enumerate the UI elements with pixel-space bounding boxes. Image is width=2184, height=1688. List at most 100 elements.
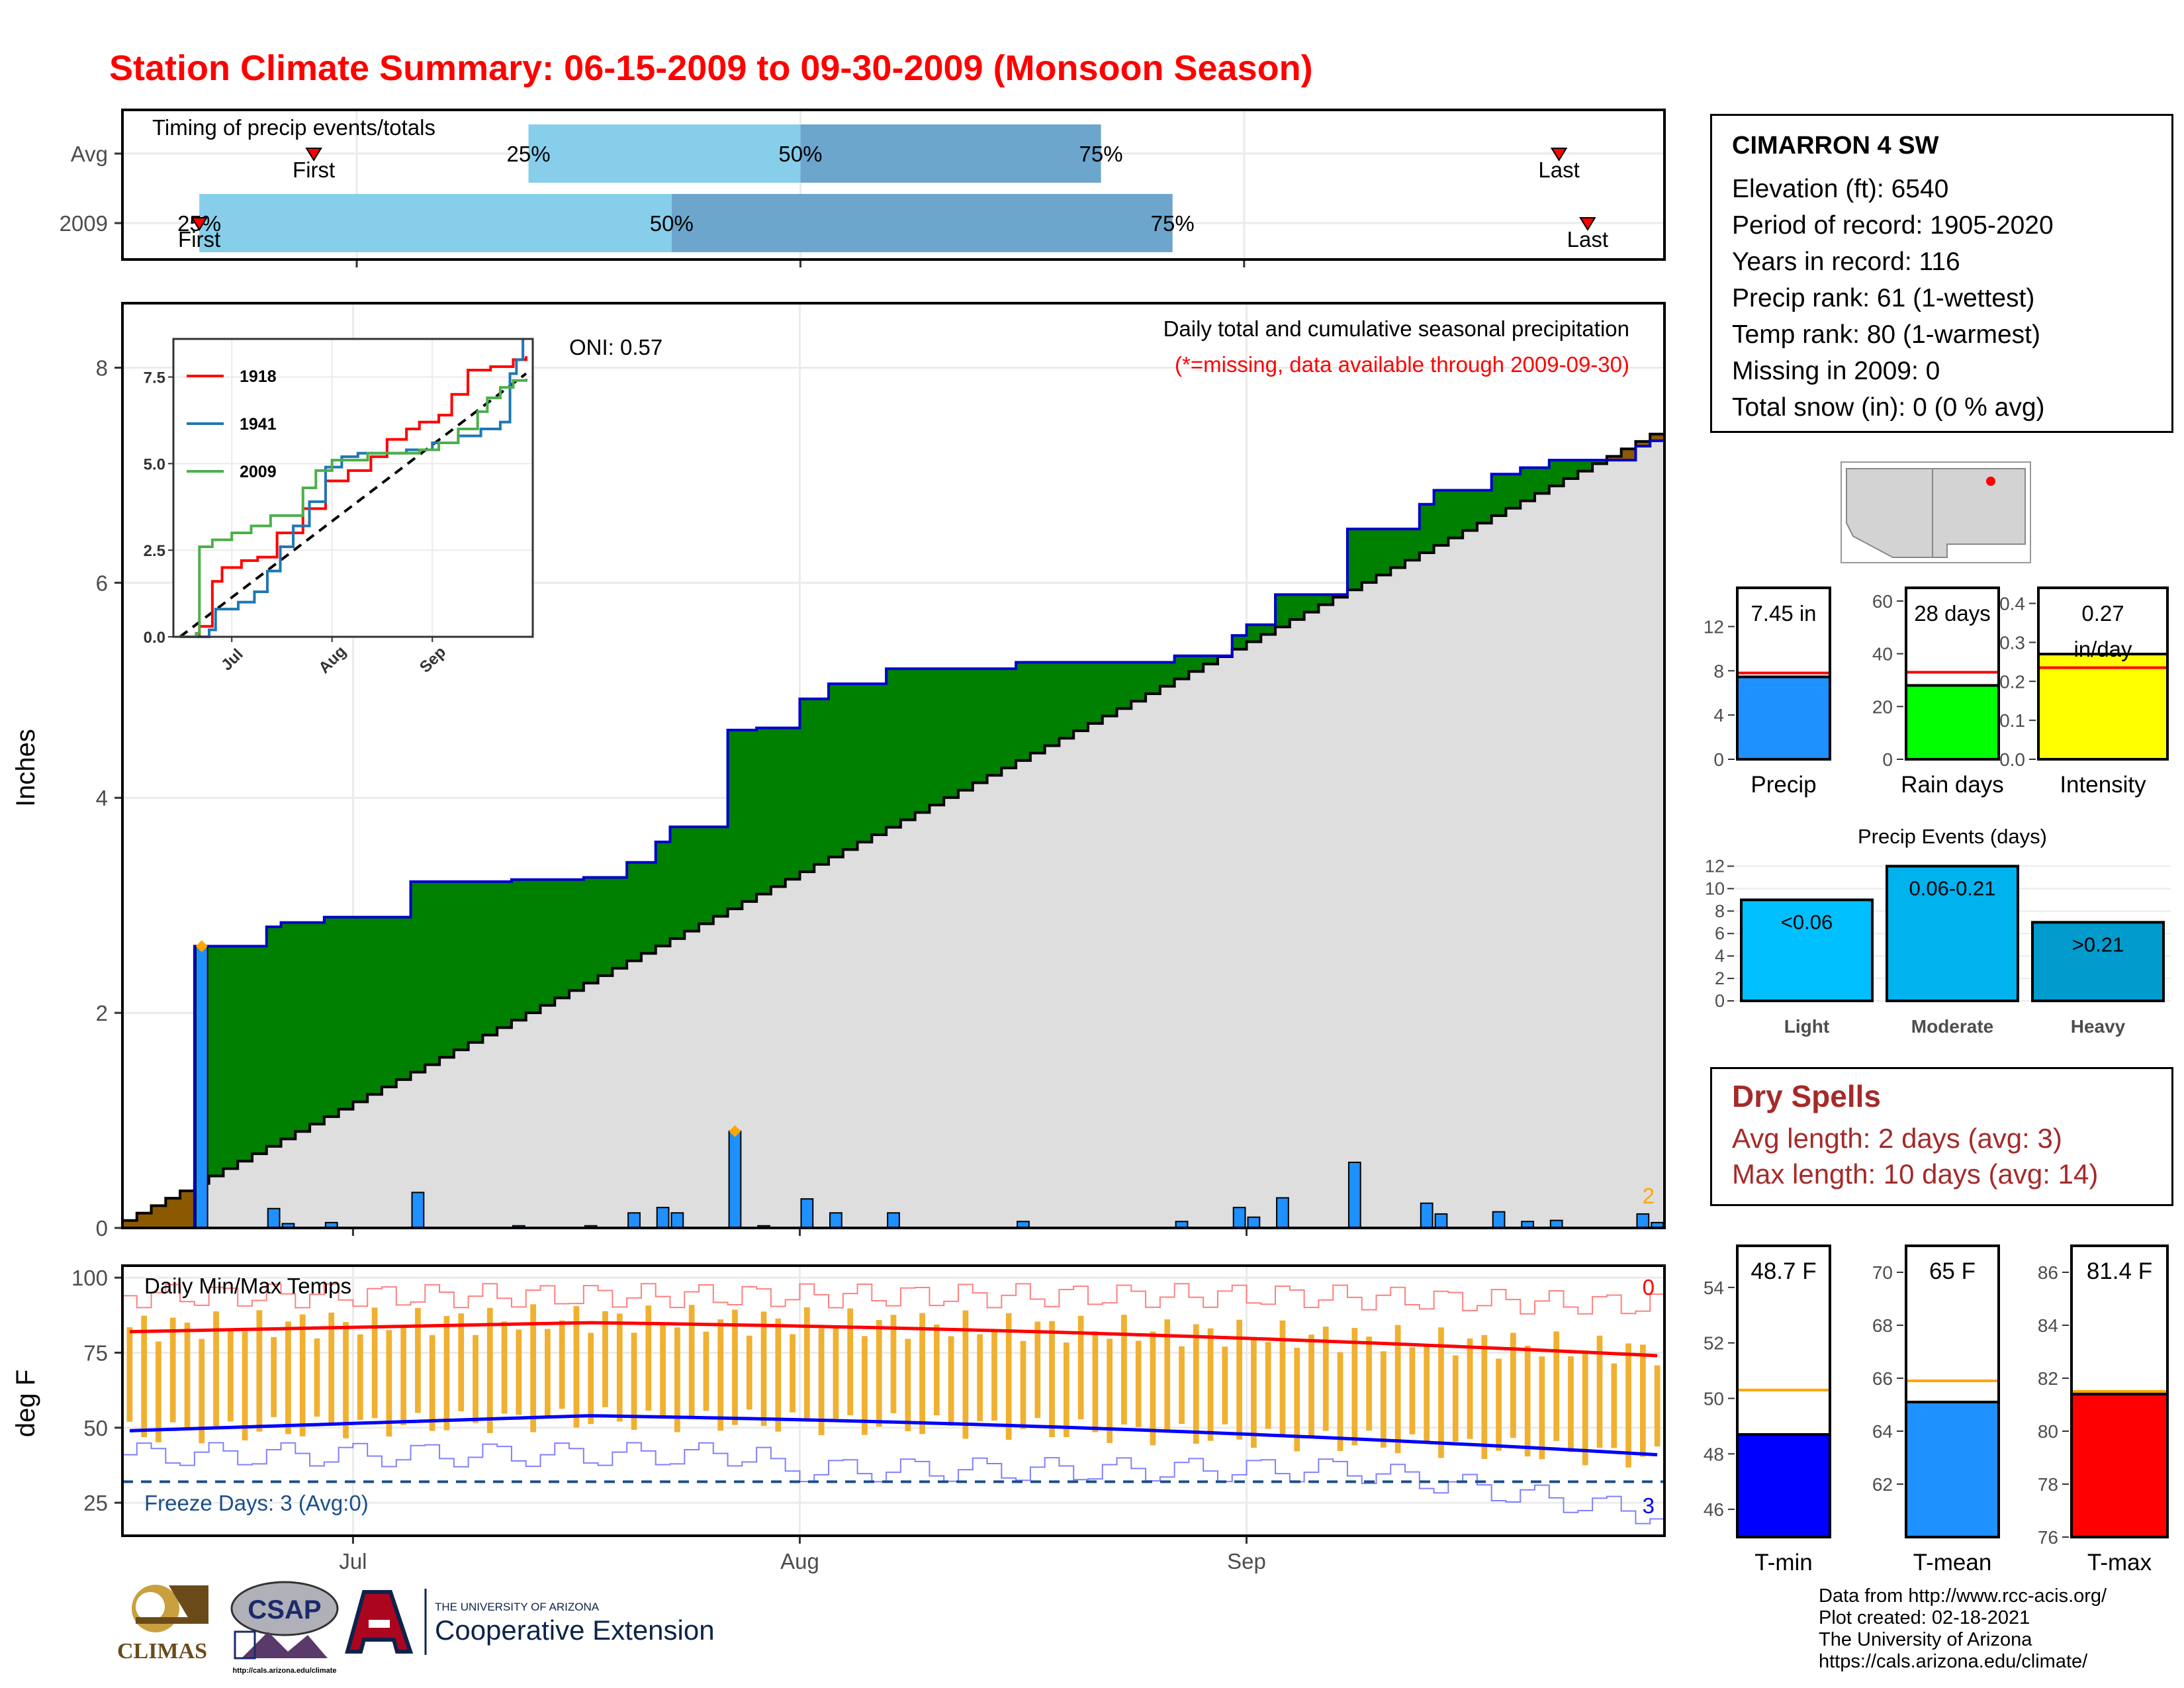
- precip-y-tick-label: 8: [96, 355, 108, 380]
- temps-title: Daily Min/Max Temps: [144, 1274, 351, 1298]
- surplus-band: [829, 684, 844, 857]
- stat-value-bar: [1905, 684, 2000, 761]
- daily-precip-bar: [829, 1212, 842, 1229]
- inset-legend-label: 2009: [240, 463, 277, 481]
- page-title: Station Climate Summary: 06-15-2009 to 0…: [109, 48, 1313, 88]
- surplus-band: [569, 879, 584, 991]
- stat-axis-label: Intensity: [2060, 772, 2146, 798]
- daily-temp-range-bar: [516, 1329, 522, 1415]
- stat-frame: [1905, 586, 2000, 761]
- daily-temp-range-bar: [126, 1327, 133, 1422]
- daily-temp-range-bar: [645, 1305, 652, 1411]
- dry-spells-max: Max length: 10 days (avg: 14): [1732, 1158, 2099, 1190]
- surplus-band: [770, 727, 786, 887]
- daily-temp-range-bar: [1107, 1338, 1113, 1443]
- surplus-band: [1405, 529, 1420, 561]
- tbar-axis-label: T-max: [2087, 1550, 2152, 1575]
- events-y-tick-label: 2: [1715, 968, 1725, 988]
- station-info-box: CIMARRON 4 SW Elevation (ft): 6540 Perio…: [1710, 114, 2173, 433]
- surplus-band: [1189, 655, 1204, 672]
- daily-temp-range-bar: [847, 1308, 854, 1415]
- stat-y-tick-label: 0: [1882, 749, 1893, 770]
- surplus-band: [1549, 460, 1565, 487]
- surplus-band: [713, 827, 729, 917]
- surplus-band: [1463, 490, 1478, 531]
- credit-line: Plot created: 02-18-2021: [1819, 1607, 2030, 1628]
- ua-small-text: THE UNIVERSITY OF ARIZONA: [435, 1601, 600, 1613]
- daily-temp-range-bar: [213, 1311, 219, 1427]
- tbar-y-tick-label: 84: [2038, 1315, 2058, 1336]
- surplus-band: [598, 877, 613, 976]
- timing-pct-label: 25%: [507, 142, 551, 166]
- surplus-band: [525, 879, 541, 1013]
- daily-temp-range-bar: [299, 1314, 306, 1436]
- timing-row-label: 2009: [60, 211, 108, 236]
- station-line: Period of record: 1905-2020: [1732, 211, 2054, 240]
- daily-temp-range-bar: [1135, 1340, 1142, 1427]
- daily-temp-range-bar: [256, 1310, 263, 1432]
- daily-temp-range-bar: [977, 1334, 983, 1421]
- surplus-band: [1347, 529, 1363, 590]
- surplus-band: [684, 827, 700, 931]
- tbar-value-bar: [2070, 1393, 2169, 1538]
- stat-y-tick-label: 8: [1713, 661, 1724, 681]
- daily-temp-range-bar: [473, 1335, 478, 1423]
- daily-temp-range-bar: [227, 1331, 234, 1422]
- credit-line: https://cals.arizona.edu/climate/: [1819, 1651, 2088, 1672]
- daily-temp-range-bar: [1654, 1365, 1661, 1447]
- stat-y-tick-label: 12: [1704, 616, 1724, 637]
- precip-y-tick-label: 2: [96, 1001, 108, 1025]
- daily-temp-range-bar: [1092, 1331, 1099, 1432]
- stat-axis-label: Precip: [1751, 772, 1816, 798]
- temps-y-tick-label: 100: [71, 1266, 108, 1290]
- daily-temp-range-bar: [703, 1331, 709, 1411]
- daily-temp-range-bar: [1322, 1327, 1329, 1431]
- daily-precip-bar: [627, 1212, 641, 1229]
- surplus-band: [439, 881, 455, 1058]
- surplus-band: [972, 669, 988, 783]
- daily-temp-range-bar: [1467, 1338, 1473, 1439]
- daily-temp-range-bar: [1251, 1338, 1257, 1448]
- daily-temp-range-bar: [156, 1341, 161, 1442]
- daily-precip-bar: [1347, 1161, 1361, 1229]
- surplus-band: [396, 917, 412, 1080]
- precip-title: Daily total and cumulative seasonal prec…: [1163, 316, 1629, 341]
- daily-temp-range-bar: [343, 1322, 349, 1438]
- deficit-band: [136, 1213, 152, 1228]
- events-y-tick-label: 4: [1715, 946, 1725, 966]
- timing-marker: [1579, 217, 1596, 231]
- climatology-line: [122, 432, 1664, 1222]
- dry-spells-avg: Avg length: 2 days (avg: 3): [1732, 1123, 2062, 1154]
- station-name: CIMARRON 4 SW: [1732, 132, 1939, 160]
- tbar-y-tick-label: 66: [1872, 1368, 1893, 1389]
- surplus-band: [1203, 655, 1218, 665]
- daily-temp-range-bar: [602, 1311, 608, 1407]
- precip-panel: 0 2 4 6 8 2 Daily total and cumulative seasona…: [11, 302, 1666, 1241]
- daily-temp-range-bar: [1496, 1358, 1502, 1451]
- stat-y-tick-label: 0.4: [1999, 594, 2025, 614]
- surplus-band: [1174, 655, 1190, 679]
- surplus-band: [1506, 474, 1521, 508]
- deficit-band: [180, 1190, 195, 1228]
- tbar-frame: [1905, 1244, 2000, 1538]
- daily-precip-bar: [195, 945, 208, 1229]
- surplus-band: [310, 922, 325, 1125]
- stat-frame: [1736, 586, 1831, 761]
- daily-temp-range-bar: [486, 1307, 493, 1433]
- timing-row-label: Avg: [71, 142, 108, 166]
- surplus-band: [1116, 662, 1132, 709]
- daily-temp-range-bar: [1063, 1342, 1069, 1437]
- tbar-y-tick-label: 62: [1872, 1474, 1893, 1495]
- inset-series-line: [180, 379, 527, 638]
- station-line: Missing in 2009: 0: [1732, 357, 1940, 385]
- surplus-band: [987, 669, 1002, 776]
- daily-temp-range-bar: [443, 1316, 450, 1430]
- deficit-band: [165, 1198, 181, 1228]
- timing-marker: [191, 217, 208, 231]
- temps-y-axis-title: deg F: [11, 1370, 40, 1437]
- surplus-band: [266, 927, 282, 1147]
- daily-temp-range-bar: [1179, 1346, 1185, 1425]
